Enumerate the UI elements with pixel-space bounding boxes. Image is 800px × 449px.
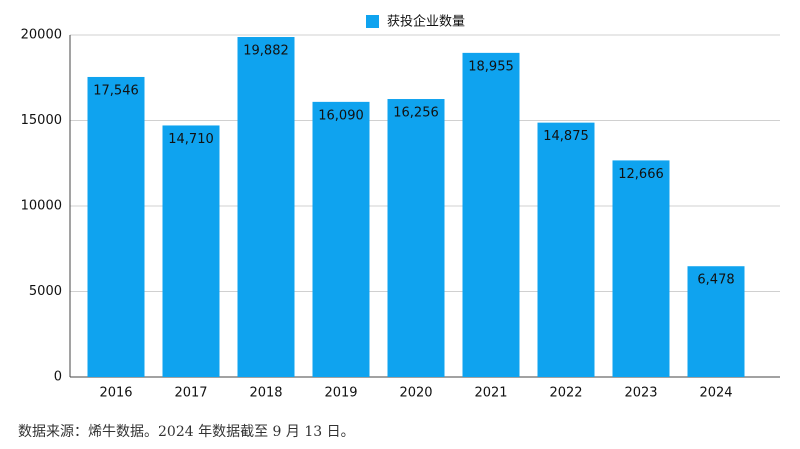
value-label: 12,666 <box>618 167 664 182</box>
bar <box>687 266 745 377</box>
bar <box>612 160 670 377</box>
value-label: 6,478 <box>697 273 734 288</box>
legend-label: 获投企业数量 <box>387 14 465 30</box>
source-note: 数据来源：烯牛数据。2024 年数据截至 9 月 13 日。 <box>18 424 355 440</box>
x-tick-label: 2022 <box>549 386 582 401</box>
x-tick-label: 2023 <box>624 386 657 401</box>
bar <box>312 101 370 378</box>
bar <box>387 99 445 377</box>
x-tick-label: 2020 <box>399 386 432 401</box>
bar <box>537 122 595 377</box>
value-label: 19,882 <box>243 44 289 59</box>
y-tick-label: 0 <box>54 370 62 385</box>
y-tick-label: 15000 <box>21 113 62 128</box>
value-label: 16,090 <box>318 108 364 123</box>
y-tick-label: 10000 <box>21 199 62 214</box>
y-tick-label: 5000 <box>29 284 62 299</box>
x-tick-label: 2021 <box>474 386 507 401</box>
bar <box>237 37 295 378</box>
x-tick-label: 2016 <box>99 386 132 401</box>
bar <box>462 52 520 377</box>
legend-swatch <box>366 15 379 28</box>
x-tick-label: 2024 <box>699 386 732 401</box>
x-tick-label: 2019 <box>324 386 357 401</box>
bar <box>162 125 220 377</box>
value-label: 14,875 <box>543 129 589 144</box>
bar <box>87 76 145 377</box>
value-label: 18,955 <box>468 59 514 74</box>
y-tick-label: 20000 <box>21 28 62 43</box>
x-tick-label: 2018 <box>249 386 282 401</box>
x-tick-label: 2017 <box>174 386 207 401</box>
value-label: 17,546 <box>93 83 139 98</box>
value-label: 14,710 <box>168 132 214 147</box>
value-label: 16,256 <box>393 106 439 121</box>
